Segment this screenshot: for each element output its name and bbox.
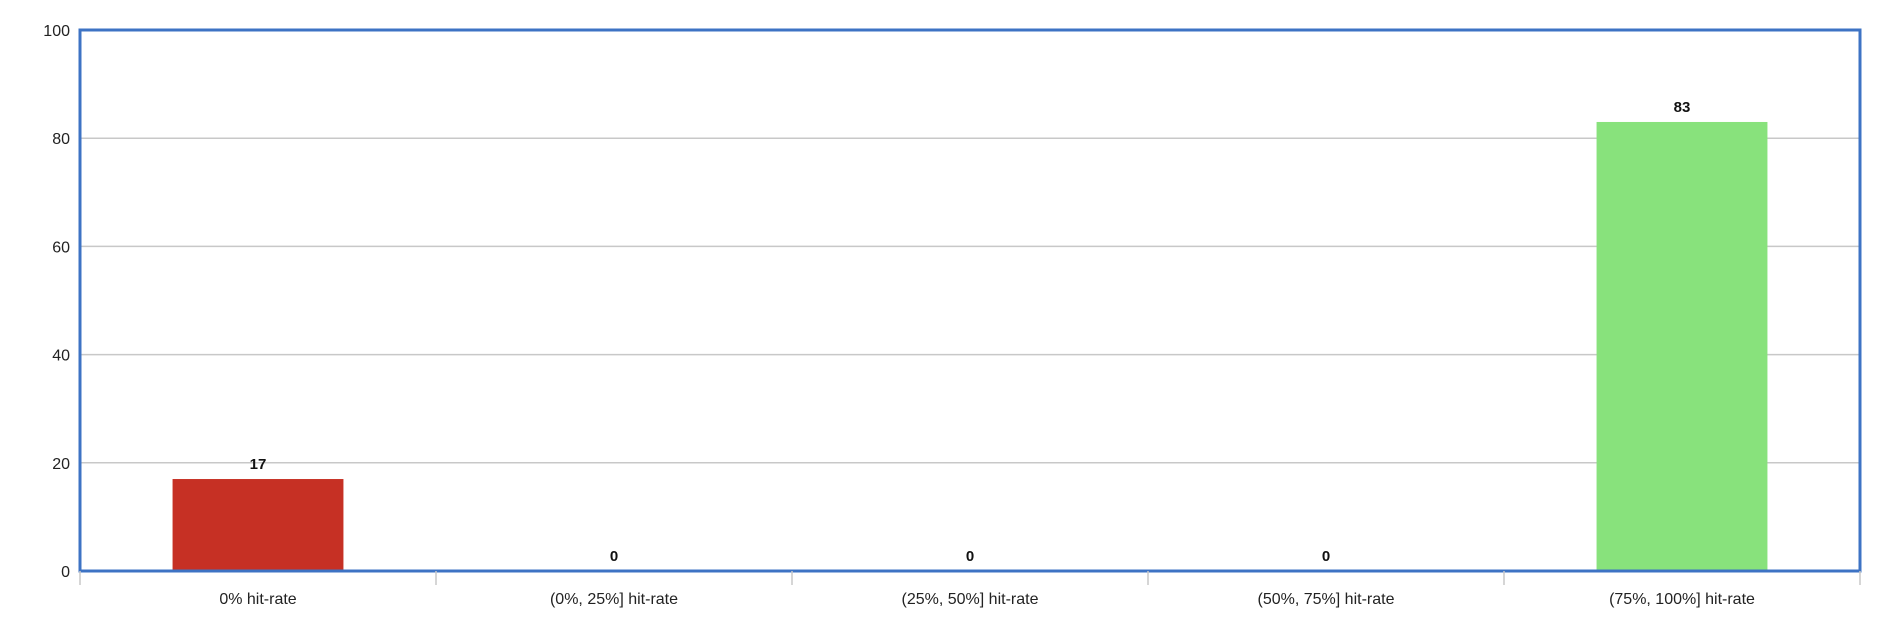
y-axis-ticks: 0 20 40 60 80 100 <box>43 23 70 581</box>
data-label: 0 <box>966 548 974 565</box>
plot-frame <box>78 28 1862 573</box>
data-label: 0 <box>1322 548 1330 565</box>
y-tick-label: 60 <box>52 239 70 256</box>
x-tick-label: (50%, 75%] hit-rate <box>1258 591 1395 608</box>
y-tick-label: 100 <box>43 23 70 40</box>
data-label: 83 <box>1674 99 1691 116</box>
bar <box>172 479 344 571</box>
data-label: 0 <box>610 548 618 565</box>
data-labels: 17 0 0 0 83 <box>250 99 1691 565</box>
gridlines <box>80 137 1860 464</box>
y-tick-label: 20 <box>52 456 70 473</box>
x-tick-label: 0% hit-rate <box>219 591 296 608</box>
x-tick-label: (75%, 100%] hit-rate <box>1609 591 1755 608</box>
bars <box>172 121 1768 571</box>
x-tick-label: (25%, 50%] hit-rate <box>902 591 1039 608</box>
data-label: 17 <box>250 456 267 473</box>
y-tick-label: 80 <box>52 131 70 148</box>
x-tick-label: (0%, 25%] hit-rate <box>550 591 678 608</box>
x-axis-ticks: 0% hit-rate (0%, 25%] hit-rate (25%, 50%] … <box>79 571 1861 608</box>
bar <box>1596 121 1768 571</box>
y-tick-label: 0 <box>61 564 70 581</box>
y-tick-label: 40 <box>52 348 70 365</box>
